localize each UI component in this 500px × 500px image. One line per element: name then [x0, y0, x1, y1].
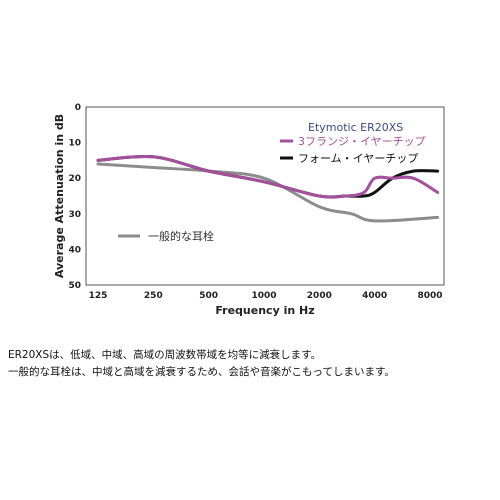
caption-line-2: 一般的な耳栓は、中域と高域を減衰するため、会話や音楽がこもってしまいます。	[8, 366, 395, 378]
caption-line-1: ER20XSは、低域、中域、高域の周波数帯域を均等に減衰します。	[8, 349, 322, 361]
x-tick-label: 1000	[251, 291, 276, 301]
series-line-3-flange	[96, 154, 440, 199]
x-axis-label: Frequency in Hz	[215, 304, 314, 317]
y-tick-label: 20	[68, 174, 81, 184]
x-tick-label: 250	[144, 291, 163, 301]
legend-label-3-flange: 3フランジ・イヤーチップ	[298, 135, 426, 148]
x-tick-label: 8000	[417, 291, 442, 301]
x-tick-label: 500	[199, 291, 218, 301]
y-axis-label: Average Attenuation in dB	[53, 114, 66, 278]
y-tick-label: 50	[68, 281, 81, 291]
y-axis-ticks: 0 10 20 30 40 50	[68, 103, 81, 291]
series-lines	[96, 154, 440, 223]
y-tick-label: 0	[75, 103, 81, 113]
y-tick-label: 30	[68, 210, 81, 220]
x-tick-label: 2000	[307, 291, 332, 301]
y-tick-label: 10	[68, 139, 81, 149]
series-line-standard-earplug	[96, 162, 440, 223]
x-tick-label: 4000	[362, 291, 387, 301]
y-tick-label: 40	[68, 245, 81, 255]
x-tick-label: 125	[89, 291, 108, 301]
legend-label-foam: フォーム・イヤーチップ	[298, 152, 418, 165]
legend: Etymotic ER20XS 3フランジ・イヤーチップ フォーム・イヤーチップ…	[118, 121, 426, 243]
x-axis-ticks: 125 250 500 1000 2000 4000 8000	[89, 291, 443, 301]
legend-title: Etymotic ER20XS	[308, 121, 403, 134]
legend-label-standard: 一般的な耳栓	[148, 229, 214, 243]
plot-frame	[85, 106, 445, 286]
